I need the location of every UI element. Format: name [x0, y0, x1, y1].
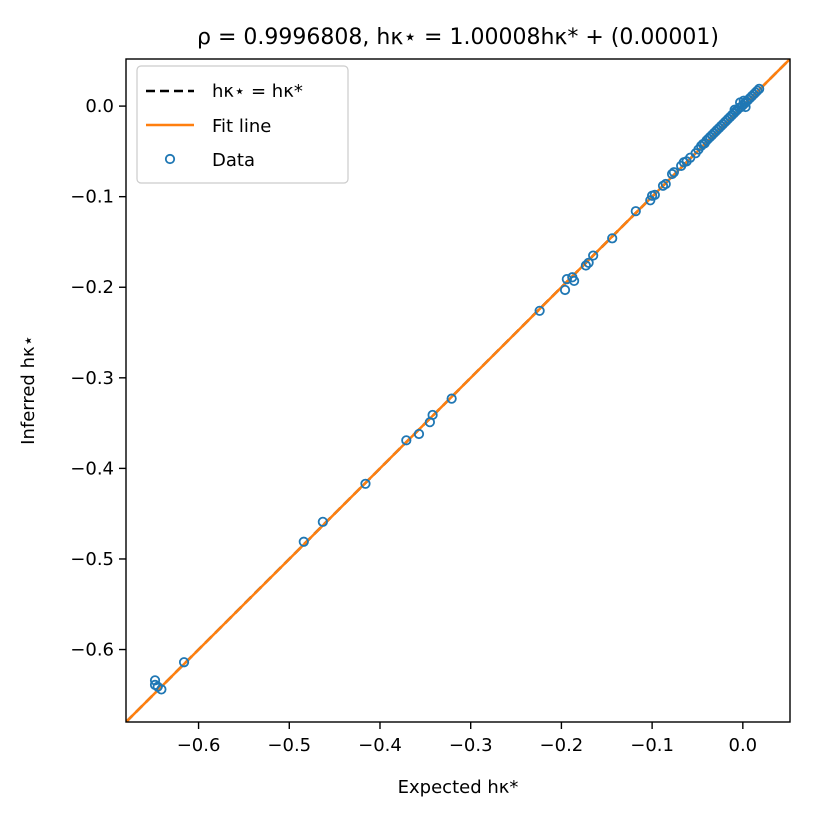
data-point [178, 657, 190, 668]
plot-area [126, 59, 790, 722]
y-axis: −0.6 −0.5 −0.4 −0.3 −0.2 −0.1 0.0 [70, 96, 126, 661]
data-points [149, 83, 765, 695]
y-tick-label: −0.1 [70, 187, 114, 208]
data-point [427, 409, 438, 421]
data-point [580, 260, 592, 271]
data-point [660, 178, 671, 190]
y-tick-label: −0.2 [70, 277, 114, 298]
data-point [738, 95, 749, 106]
x-axis: −0.6 −0.5 −0.4 −0.3 −0.2 −0.1 0.0 [177, 722, 757, 756]
legend-label-fit: Fit line [212, 116, 271, 137]
x-tick-label: −0.3 [449, 735, 493, 756]
data-point [740, 101, 751, 113]
x-tick-label: −0.2 [540, 735, 584, 756]
data-point [583, 257, 594, 268]
data-point [588, 250, 599, 261]
x-tick-label: −0.5 [267, 735, 311, 756]
chart-title: ρ = 0.9996808, hκ⋆ = 1.00008hκ* + (0.000… [197, 25, 719, 50]
y-tick-label: −0.3 [70, 368, 114, 389]
x-tick-label: −0.6 [177, 735, 221, 756]
data-point [413, 428, 425, 440]
data-point [360, 478, 371, 489]
data-point [630, 206, 641, 217]
y-axis-label: Inferred hκ⋆ [18, 335, 39, 445]
legend: hκ⋆ = hκ* Fit line Data [136, 65, 349, 184]
data-point [754, 83, 765, 94]
legend-data-swatch [164, 153, 176, 165]
y-tick-label: −0.5 [70, 549, 114, 570]
data-point [156, 684, 167, 695]
y-tick-label: −0.4 [70, 458, 114, 479]
data-point [298, 536, 309, 547]
data-point [729, 104, 740, 115]
data-point [317, 516, 328, 527]
legend-label-data: Data [212, 150, 255, 171]
x-axis-label: Expected hκ* [398, 777, 519, 798]
data-point [752, 85, 763, 96]
data-point [446, 393, 457, 404]
data-point [149, 675, 161, 686]
data-point [668, 167, 679, 178]
data-point [569, 275, 580, 287]
legend-label-identity: hκ⋆ = hκ* [212, 81, 303, 102]
x-tick-label: 0.0 [729, 735, 758, 756]
y-tick-label: −0.6 [70, 640, 114, 661]
x-tick-label: −0.4 [358, 735, 402, 756]
x-tick-label: −0.1 [630, 735, 674, 756]
data-point [666, 168, 678, 180]
data-point [534, 305, 545, 316]
data-point [607, 233, 618, 244]
data-point [401, 435, 412, 446]
legend-box [136, 65, 349, 184]
plot-frame [125, 58, 791, 723]
data-point [559, 284, 571, 296]
data-point [649, 189, 660, 200]
y-tick-label: 0.0 [85, 96, 114, 117]
